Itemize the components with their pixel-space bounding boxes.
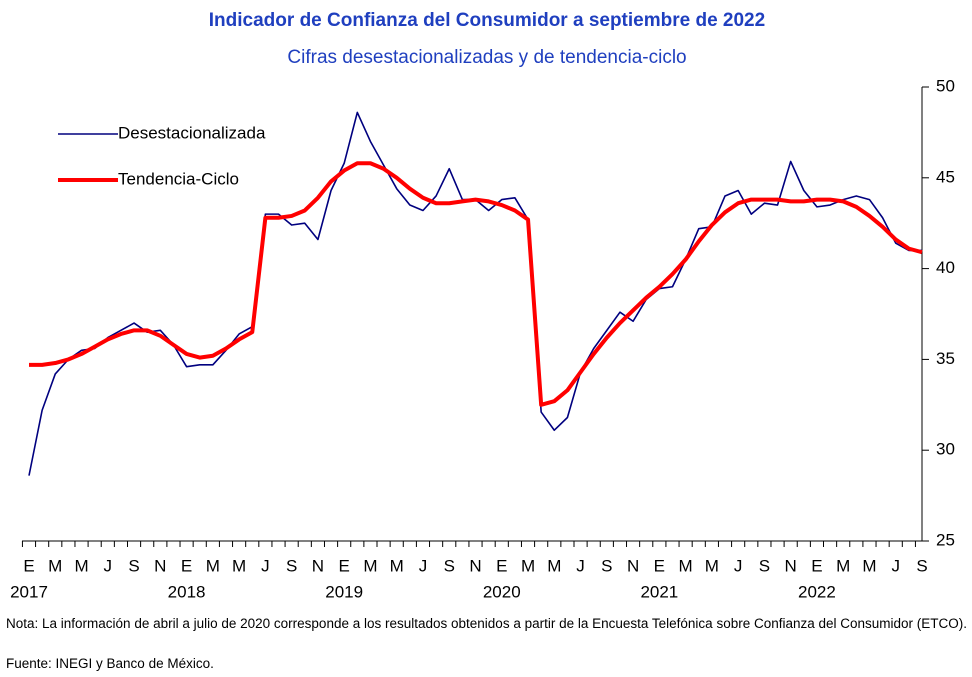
y-tick-label: 25 <box>936 530 955 549</box>
x-tick-label: N <box>154 556 166 575</box>
note: Nota: La información de abril a julio de… <box>6 616 968 631</box>
x-tick-label: J <box>734 556 743 575</box>
year-label: 2020 <box>483 582 521 600</box>
x-tick-label: M <box>862 556 876 575</box>
x-tick-label: M <box>363 556 377 575</box>
x-tick-label: J <box>891 556 900 575</box>
x-tick-label: E <box>496 556 507 575</box>
x-tick-label: E <box>181 556 192 575</box>
year-label: 2021 <box>640 582 678 600</box>
x-tick-label: N <box>785 556 797 575</box>
x-tick-label: E <box>339 556 350 575</box>
x-tick-label: N <box>312 556 324 575</box>
y-tick-label: 40 <box>936 258 955 277</box>
legend-label: Desestacionalizada <box>118 123 266 142</box>
x-tick-label: J <box>261 556 270 575</box>
x-tick-label: S <box>916 556 927 575</box>
x-tick-label: S <box>601 556 612 575</box>
x-tick-label: S <box>128 556 139 575</box>
legend-label: Tendencia-Ciclo <box>118 169 239 188</box>
x-tick-label: M <box>232 556 246 575</box>
source: Fuente: INEGI y Banco de México. <box>6 656 214 671</box>
x-tick-label: E <box>654 556 665 575</box>
x-tick-label: M <box>390 556 404 575</box>
x-tick-label: M <box>705 556 719 575</box>
y-tick-label: 35 <box>936 349 955 368</box>
x-tick-label: N <box>469 556 481 575</box>
x-tick-label: M <box>74 556 88 575</box>
x-tick-label: J <box>104 556 113 575</box>
x-tick-label: S <box>444 556 455 575</box>
y-tick-label: 50 <box>936 76 955 95</box>
year-label: 2022 <box>798 582 836 600</box>
x-tick-label: M <box>547 556 561 575</box>
x-tick-label: S <box>286 556 297 575</box>
year-label: 2018 <box>168 582 206 600</box>
year-label: 2019 <box>325 582 363 600</box>
x-tick-label: E <box>23 556 34 575</box>
chart-subtitle: Cifras desestacionalizadas y de tendenci… <box>287 47 686 68</box>
x-tick-label: M <box>206 556 220 575</box>
x-tick-label: J <box>419 556 428 575</box>
x-tick-label: E <box>811 556 822 575</box>
chart: Indicador de Confianza del Consumidor a … <box>10 10 955 600</box>
x-tick-label: M <box>521 556 535 575</box>
y-tick-label: 45 <box>936 167 955 186</box>
y-tick-label: 30 <box>936 440 955 459</box>
year-label: 2017 <box>10 582 48 600</box>
x-tick-label: J <box>576 556 585 575</box>
x-tick-label: M <box>48 556 62 575</box>
x-tick-label: M <box>679 556 693 575</box>
series-line <box>28 111 922 476</box>
chart-title: Indicador de Confianza del Consumidor a … <box>209 10 765 31</box>
x-tick-label: S <box>759 556 770 575</box>
x-tick-label: M <box>836 556 850 575</box>
series-line <box>29 161 923 407</box>
x-tick-label: N <box>627 556 639 575</box>
